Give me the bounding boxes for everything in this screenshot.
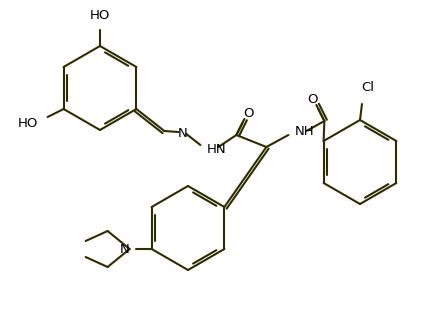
Text: HN: HN xyxy=(207,143,226,156)
Text: N: N xyxy=(178,127,187,139)
Text: O: O xyxy=(243,107,254,119)
Text: NH: NH xyxy=(295,125,314,137)
Text: N: N xyxy=(120,242,130,255)
Text: HO: HO xyxy=(90,9,110,22)
Text: HO: HO xyxy=(17,117,38,129)
Text: O: O xyxy=(307,92,317,106)
Text: Cl: Cl xyxy=(362,81,374,94)
